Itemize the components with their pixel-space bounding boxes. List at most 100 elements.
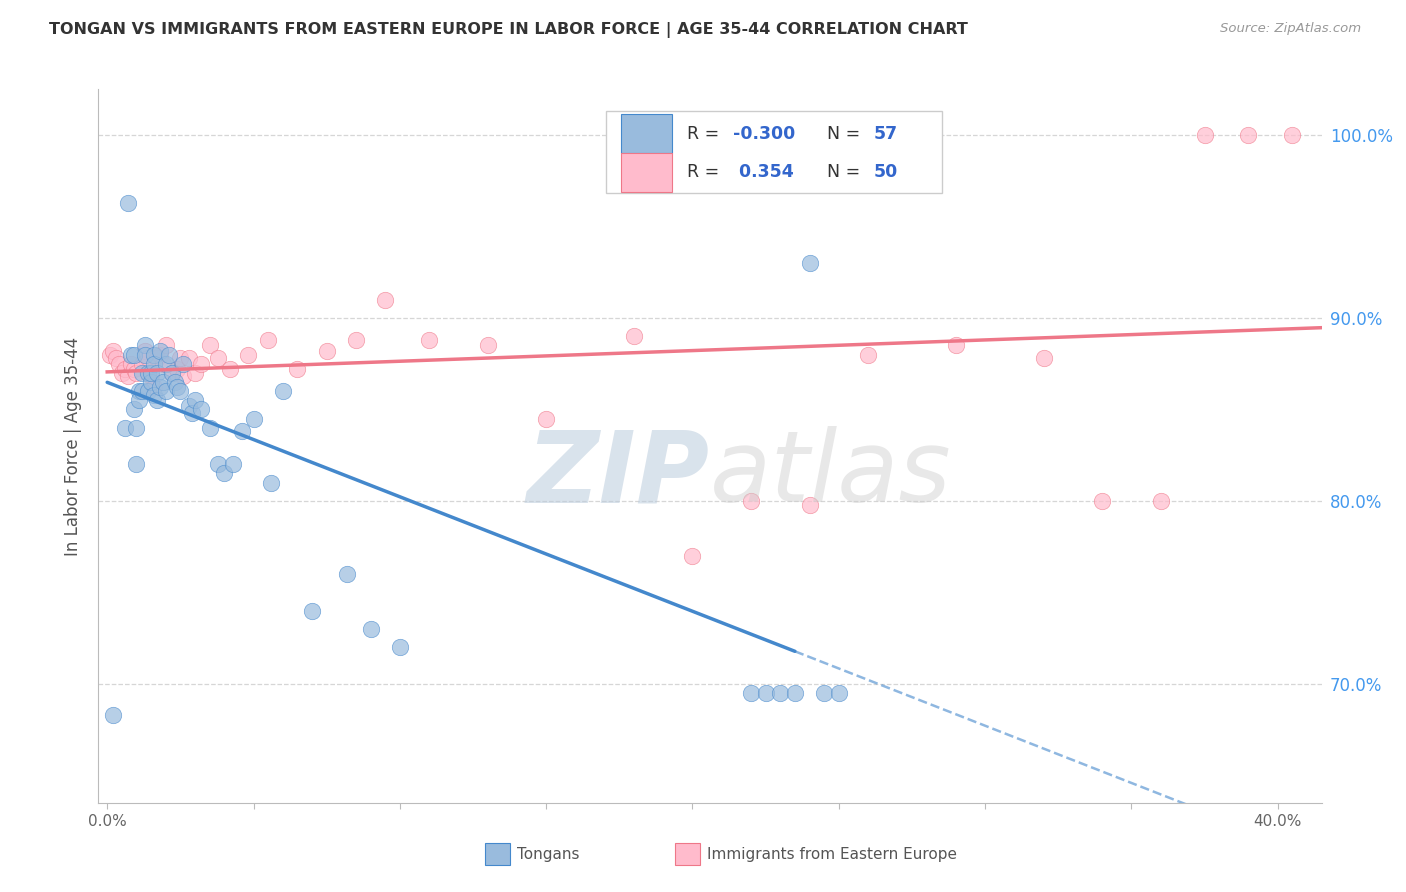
- Point: [125, 366, 148, 380]
- Point: [184, 393, 207, 408]
- Point: [125, 420, 148, 434]
- Point: [139, 375, 162, 389]
- Point: [336, 567, 359, 582]
- Point: [128, 393, 150, 408]
- Point: [828, 686, 851, 700]
- Point: [231, 425, 253, 439]
- Point: [160, 366, 183, 380]
- Text: R =: R =: [686, 163, 724, 181]
- Point: [98, 347, 121, 361]
- Point: [155, 338, 177, 352]
- Point: [146, 393, 169, 408]
- Point: [179, 399, 201, 413]
- Point: [120, 347, 142, 361]
- Point: [477, 338, 499, 352]
- Point: [172, 369, 194, 384]
- Point: [139, 366, 162, 380]
- Point: [134, 347, 156, 361]
- Point: [117, 195, 139, 210]
- Point: [1032, 351, 1054, 366]
- Point: [152, 375, 174, 389]
- Point: [125, 458, 148, 472]
- Point: [344, 333, 367, 347]
- Point: [143, 388, 166, 402]
- Point: [134, 338, 156, 352]
- Point: [418, 333, 440, 347]
- FancyBboxPatch shape: [606, 111, 942, 193]
- Point: [101, 343, 124, 358]
- FancyBboxPatch shape: [620, 153, 672, 192]
- Point: [740, 494, 762, 508]
- Point: [169, 351, 191, 366]
- Point: [1281, 128, 1303, 142]
- Point: [360, 622, 382, 636]
- Point: [155, 384, 177, 398]
- Text: 50: 50: [875, 163, 898, 181]
- Point: [374, 293, 396, 307]
- Text: N =: N =: [828, 163, 866, 181]
- Point: [166, 362, 188, 376]
- Point: [315, 343, 337, 358]
- Point: [149, 380, 172, 394]
- Point: [1150, 494, 1173, 508]
- Point: [198, 420, 221, 434]
- Point: [287, 362, 309, 376]
- Point: [152, 357, 174, 371]
- Point: [257, 333, 280, 347]
- Point: [136, 351, 159, 366]
- Point: [108, 357, 131, 371]
- Text: atlas: atlas: [710, 426, 952, 523]
- Point: [155, 357, 177, 371]
- Point: [271, 384, 294, 398]
- Point: [813, 686, 835, 700]
- Point: [120, 357, 142, 371]
- Point: [131, 366, 153, 380]
- Point: [1194, 128, 1216, 142]
- Point: [157, 347, 180, 361]
- Text: R =: R =: [686, 125, 724, 143]
- Point: [146, 351, 169, 366]
- Point: [534, 411, 557, 425]
- Point: [139, 369, 162, 384]
- Point: [190, 402, 212, 417]
- Point: [136, 384, 159, 398]
- Point: [136, 366, 159, 380]
- Text: -0.300: -0.300: [734, 125, 796, 143]
- Point: [799, 256, 821, 270]
- Point: [131, 384, 153, 398]
- Point: [131, 357, 153, 371]
- Point: [114, 362, 136, 376]
- Point: [682, 549, 704, 563]
- Point: [190, 357, 212, 371]
- Y-axis label: In Labor Force | Age 35-44: In Labor Force | Age 35-44: [65, 336, 83, 556]
- Point: [134, 343, 156, 358]
- FancyBboxPatch shape: [620, 114, 672, 153]
- Point: [1237, 128, 1260, 142]
- Point: [219, 362, 242, 376]
- Point: [212, 467, 235, 481]
- Point: [799, 498, 821, 512]
- Point: [207, 458, 229, 472]
- Point: [146, 366, 169, 380]
- Point: [222, 458, 245, 472]
- Point: [207, 351, 229, 366]
- Point: [122, 347, 145, 361]
- Point: [172, 357, 194, 371]
- Point: [114, 420, 136, 434]
- Point: [122, 362, 145, 376]
- Point: [198, 338, 221, 352]
- Point: [945, 338, 967, 352]
- Point: [169, 384, 191, 398]
- Point: [166, 380, 188, 394]
- Point: [149, 347, 172, 361]
- Point: [143, 347, 166, 361]
- Point: [160, 366, 183, 380]
- Point: [149, 343, 172, 358]
- Point: [740, 686, 762, 700]
- Text: 57: 57: [875, 125, 898, 143]
- Text: Source: ZipAtlas.com: Source: ZipAtlas.com: [1220, 22, 1361, 36]
- Point: [301, 604, 323, 618]
- Point: [143, 380, 166, 394]
- Text: Immigrants from Eastern Europe: Immigrants from Eastern Europe: [707, 847, 957, 862]
- Point: [181, 406, 204, 420]
